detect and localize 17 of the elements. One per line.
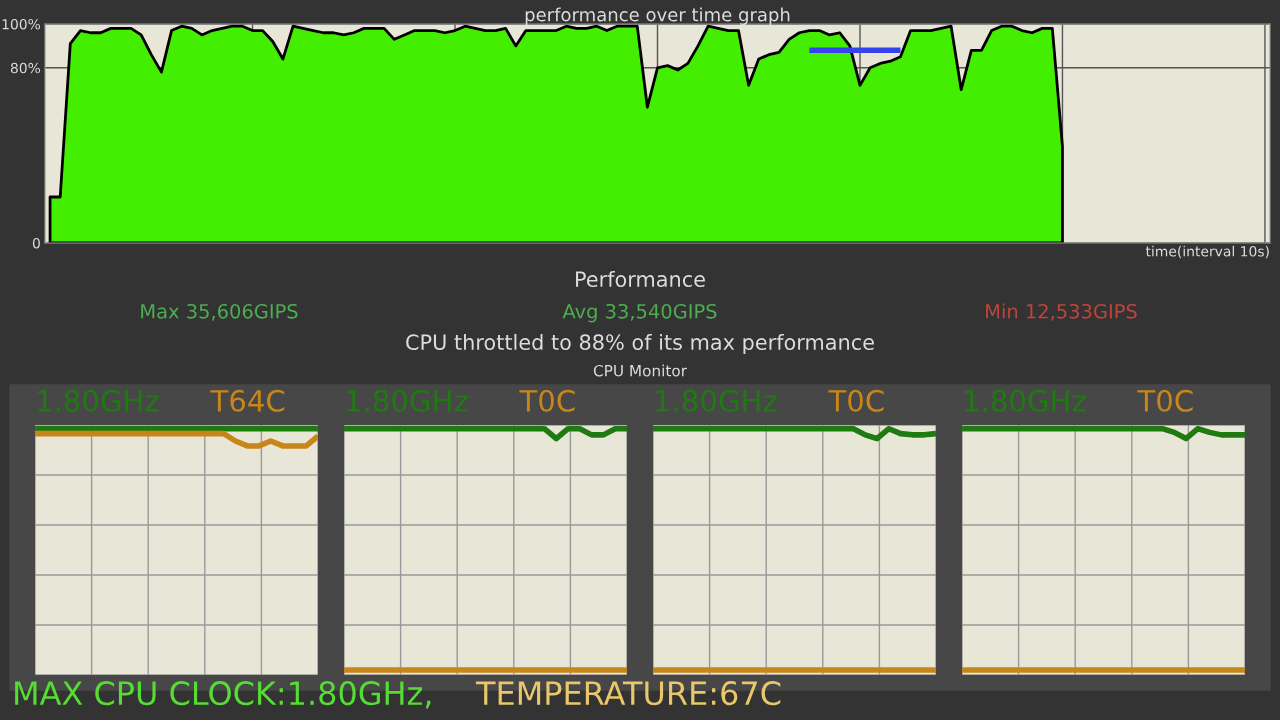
text: CPU Monitor <box>593 364 687 377</box>
y-tick-label: 100% <box>2 18 41 30</box>
chart-title: performance over time graph <box>525 7 790 25</box>
text: CPU throttled to 88% of its max performance <box>406 333 874 355</box>
text: MAX CPU CLOCK:1.80GHz, <box>15 681 431 709</box>
text: T0C <box>519 389 575 412</box>
y-tick-label: 0 <box>32 237 40 249</box>
text: Avg 33,540GIPS <box>562 303 717 323</box>
x-axis-title: time(interval 10s) <box>1145 245 1269 259</box>
text: T0C <box>828 389 884 412</box>
text: Min 12,533GIPS <box>986 303 1137 321</box>
text: Max 35,606GIPS <box>141 303 298 321</box>
series-label: T64C <box>210 389 285 412</box>
text: TEMPERATURE:67C <box>475 681 781 706</box>
text: T0C <box>1137 389 1193 412</box>
text: Performance <box>576 270 705 288</box>
y-tick-label: 80% <box>10 62 41 74</box>
